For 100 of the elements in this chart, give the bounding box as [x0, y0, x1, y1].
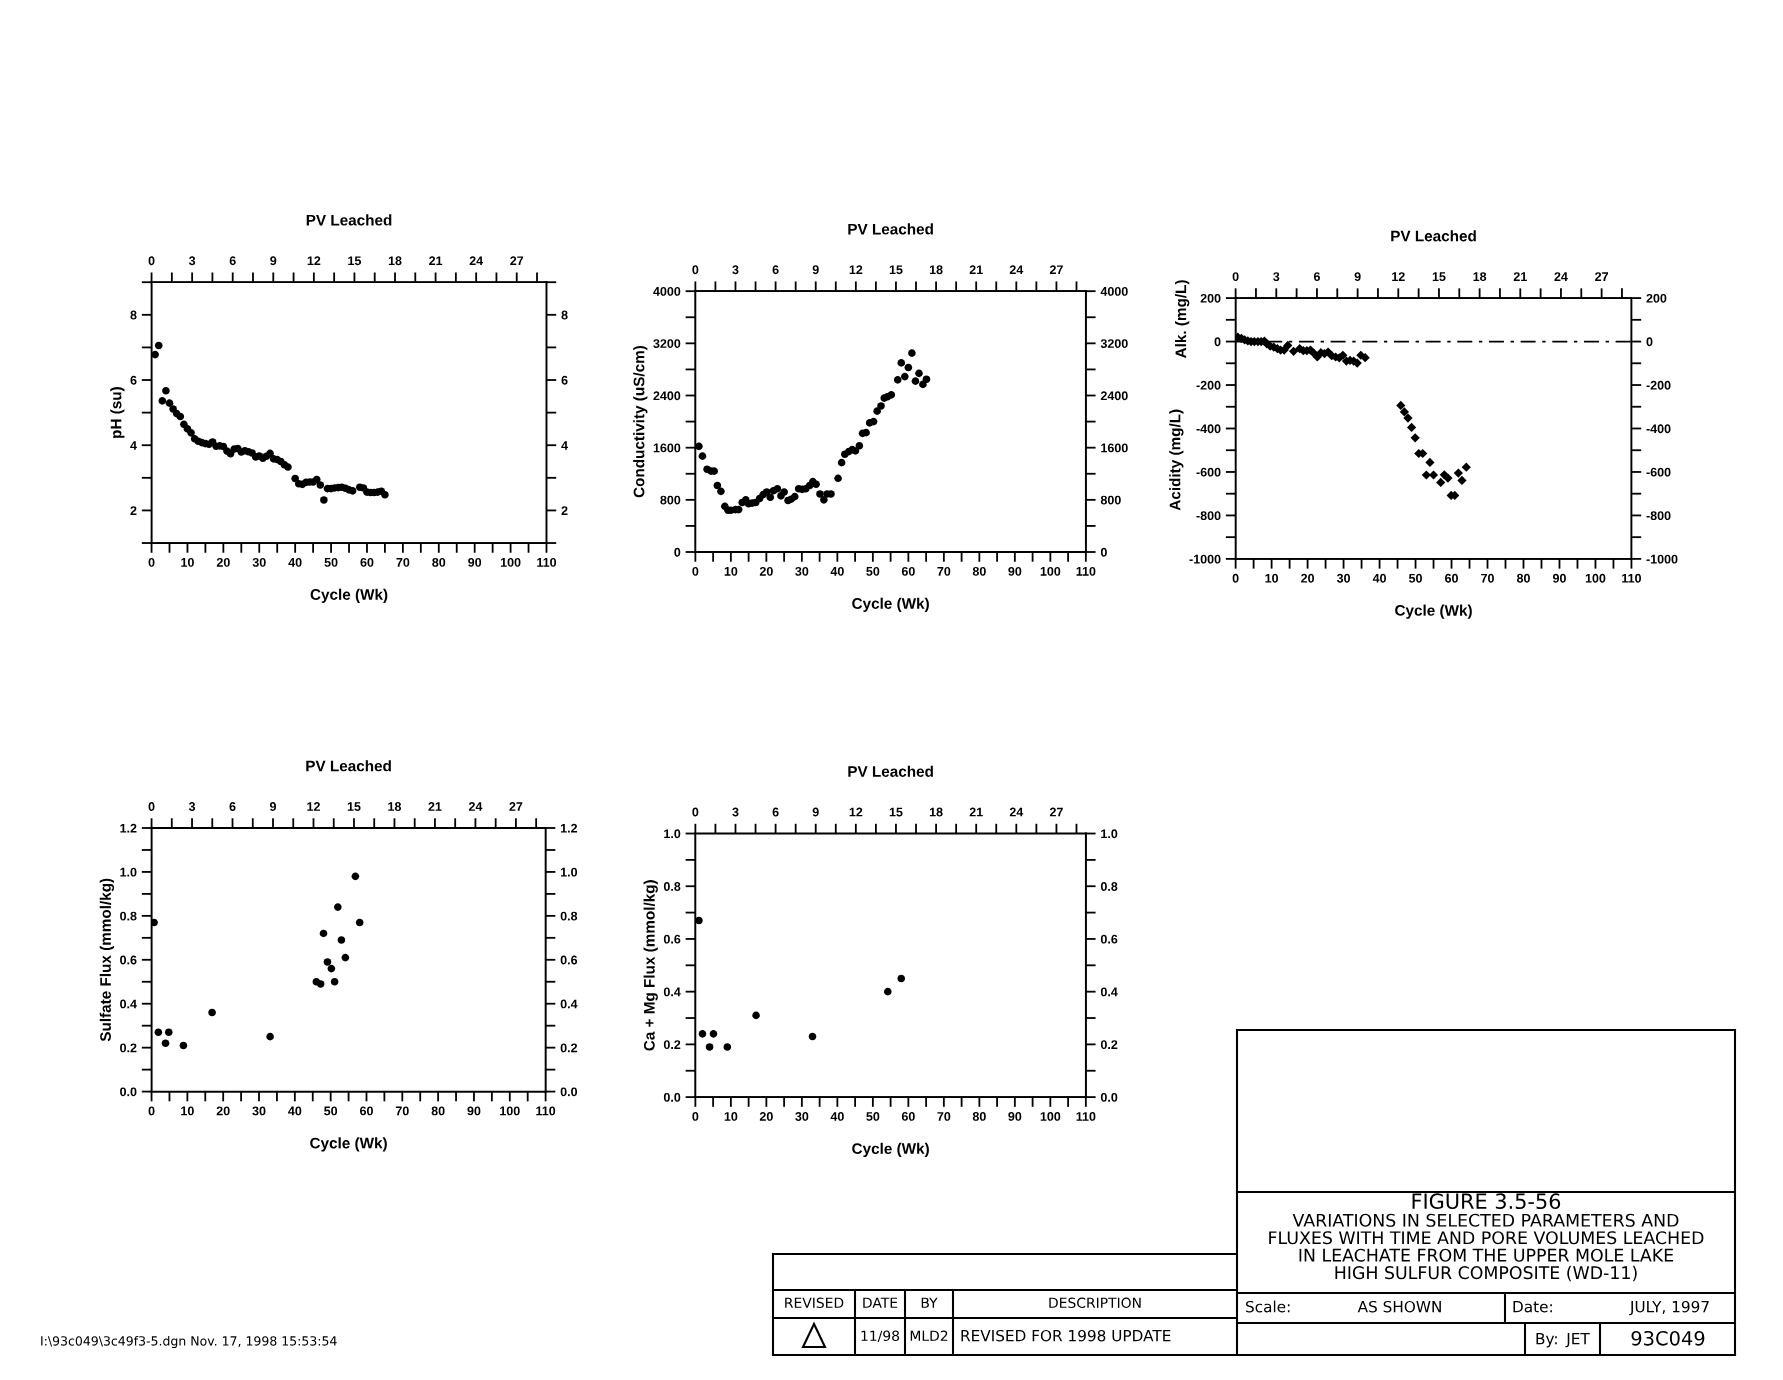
- x2-tick-label: 24: [468, 802, 483, 811]
- y-axis-title: Ca + Mg Flux (mmol/kg): [643, 880, 658, 1051]
- x2-tick-label: 27: [1595, 272, 1609, 281]
- x2-axis-title: PV Leached: [848, 223, 933, 235]
- x2-tick-label: 21: [969, 807, 983, 817]
- x2-tick-label: 12: [849, 265, 863, 274]
- x2-tick-label: 0: [1232, 272, 1239, 282]
- x-tick-label: 10: [1265, 573, 1279, 583]
- point: [709, 1030, 718, 1038]
- x2-tick-label: 27: [509, 802, 523, 811]
- x-tick-label: 10: [724, 1112, 738, 1121]
- y2-tick-label: 2400: [1100, 391, 1128, 401]
- x-tick-label: 70: [395, 1106, 409, 1116]
- x-tick-label: 30: [795, 566, 809, 576]
- text: REVISED: [785, 1297, 844, 1309]
- point: [1453, 468, 1463, 478]
- y-tick-label: 0.8: [663, 882, 681, 891]
- x2-tick-label: 21: [969, 265, 983, 274]
- x-tick-label: 110: [537, 557, 557, 567]
- x2-tick-label: 27: [1049, 807, 1063, 817]
- caption: FIGURE 3.5-56: [1412, 1193, 1561, 1210]
- point: [1283, 340, 1293, 351]
- point: [330, 977, 339, 986]
- text: Scale:: [1246, 1300, 1290, 1313]
- x2-tick-label: 3: [188, 256, 196, 266]
- x-tick-label: 80: [972, 1112, 986, 1121]
- y-tick-label: 1.2: [120, 823, 137, 833]
- x2-tick-label: 21: [429, 256, 443, 266]
- x2-tick-label: 6: [1313, 272, 1320, 282]
- y-tick-label: 200: [1200, 293, 1221, 303]
- point: [179, 1041, 188, 1050]
- x-tick-label: 100: [1585, 573, 1606, 583]
- y-axis-title: Acidity (mg/L): [1169, 409, 1184, 511]
- text: VARIATIONS IN SELECTED PARAMETERS AND FLUXES WITH TIME AND PORE VOLUMES LEACHED IN LEACHATE FROM THE UPPER MOLE LAKE HIGH SULFUR COMPOSITE (WD-11): [1269, 1213, 1704, 1282]
- x-tick-label: 40: [830, 566, 844, 576]
- x2-axis-title: PV Leached: [306, 214, 392, 226]
- x2-tick-label: 9: [269, 802, 277, 811]
- text: 11/98: [861, 1330, 900, 1343]
- y2-tick-label: 0.2: [1100, 1040, 1118, 1050]
- y-axis-title: Conductivity (uS/cm): [633, 345, 648, 498]
- x-tick-label: 40: [288, 557, 302, 567]
- y2-tick-label: 0.0: [560, 1087, 578, 1097]
- x2-tick-label: 6: [772, 265, 779, 275]
- point: [705, 1043, 714, 1051]
- point: [266, 1032, 274, 1041]
- y2-tick-label: -200: [1646, 380, 1671, 390]
- x-tick-label: 70: [937, 1112, 951, 1121]
- y-tick-label: 2400: [653, 391, 681, 401]
- y-tick-label: 0.6: [120, 955, 137, 965]
- x-tick-label: 90: [467, 1106, 481, 1116]
- x2-tick-label: 9: [270, 256, 277, 266]
- y-tick-label: 0.4: [663, 987, 681, 997]
- y2-tick-label: 800: [1100, 495, 1121, 505]
- y-tick-label: -200: [1196, 380, 1221, 390]
- x-tick-label: 100: [1040, 1112, 1061, 1121]
- y2-tick-label: 1.0: [1101, 829, 1118, 839]
- x-tick-label: 110: [1076, 566, 1096, 576]
- y2-tick-label: -400: [1646, 424, 1671, 434]
- y2-tick-label: -800: [1646, 511, 1671, 521]
- x2-axis-title: PV Leached: [306, 760, 391, 772]
- text: By:: [1536, 1333, 1557, 1348]
- x-tick-label: 110: [1622, 573, 1642, 583]
- point: [351, 872, 360, 881]
- x2-tick-label: 0: [148, 256, 155, 266]
- point: [723, 1043, 732, 1051]
- x-tick-label: 110: [1076, 1112, 1096, 1121]
- text: 93C049: [1631, 1330, 1705, 1346]
- x2-tick-label: 12: [307, 802, 320, 811]
- y-tick-label: 2: [130, 506, 137, 515]
- point: [341, 953, 350, 962]
- y2-tick-label: 0.6: [1100, 934, 1118, 944]
- x2-tick-label: 18: [388, 802, 402, 811]
- x-tick-label: 60: [901, 1112, 915, 1121]
- x-tick-label: 60: [359, 1106, 373, 1116]
- x-tick-label: 90: [1008, 1112, 1022, 1121]
- x-tick-label: 100: [500, 557, 521, 567]
- x2-tick-label: 18: [388, 256, 402, 266]
- x-axis-title: Cycle (Wk): [1395, 604, 1472, 619]
- point: [1410, 433, 1420, 443]
- y2-tick-label: 0.0: [1100, 1092, 1118, 1102]
- y2-tick-label: 0.8: [560, 911, 578, 921]
- x-tick-label: 20: [216, 557, 230, 567]
- y-tick-label: 0.2: [120, 1043, 137, 1053]
- x2-tick-label: 3: [188, 802, 196, 811]
- x2-tick-label: 12: [849, 807, 863, 817]
- y2-tick-label: 0: [1646, 337, 1653, 347]
- x2-tick-label: 24: [1009, 265, 1024, 274]
- x2-tick-label: 21: [428, 802, 442, 811]
- text: DATE: [863, 1297, 898, 1308]
- x-tick-label: 20: [759, 566, 773, 576]
- x-tick-label: 50: [866, 566, 880, 576]
- x-tick-label: 30: [252, 557, 266, 567]
- y2-tick-label: 4000: [1100, 286, 1128, 296]
- x2-tick-label: 15: [889, 265, 903, 275]
- x-tick-label: 20: [216, 1106, 230, 1116]
- y2-tick-label: 1.2: [560, 823, 578, 833]
- point: [1425, 457, 1435, 467]
- x-tick-label: 60: [1445, 573, 1458, 583]
- y-tick-label: 4: [130, 441, 137, 450]
- x-tick-label: 0: [1232, 573, 1239, 583]
